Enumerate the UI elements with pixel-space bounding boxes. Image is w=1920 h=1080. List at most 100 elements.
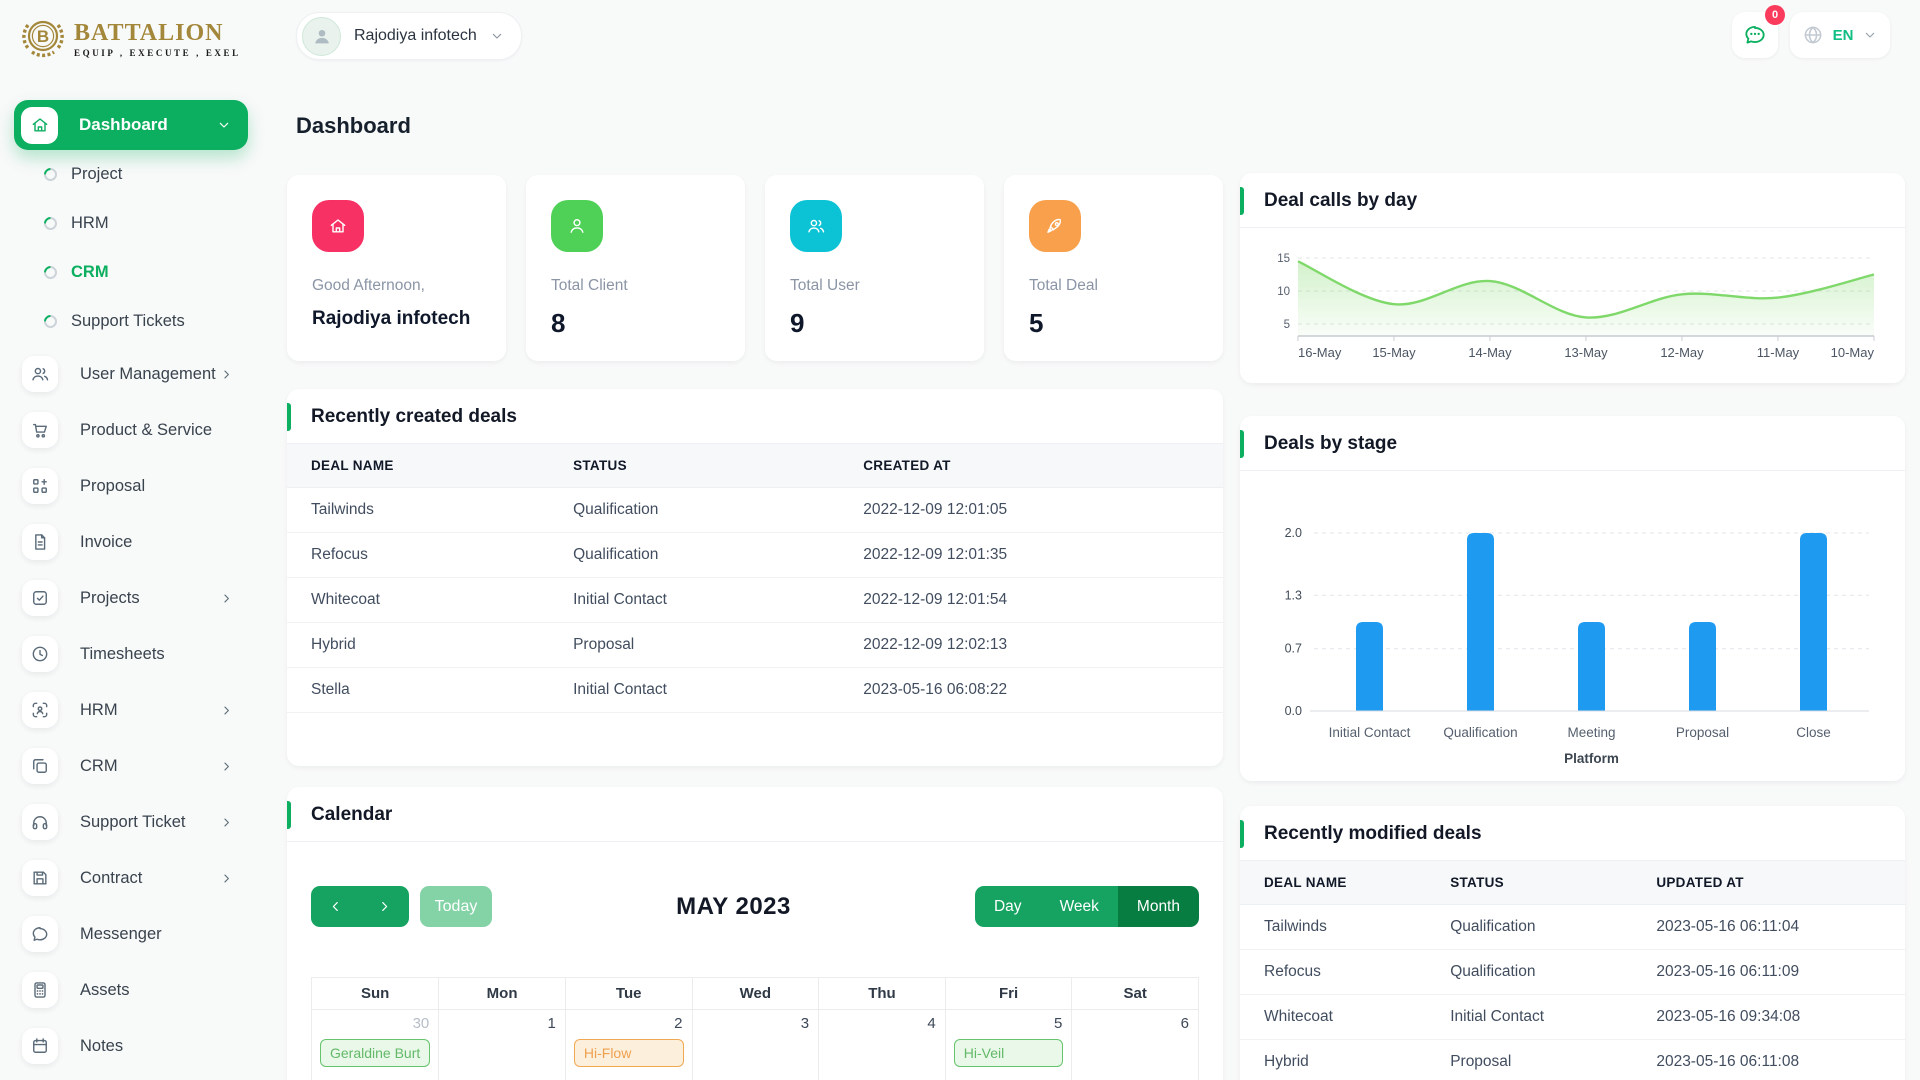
created-deal-cell: Stella	[287, 667, 550, 713]
home-icon	[312, 200, 364, 252]
sidebar-item-timesheets[interactable]: Timesheets	[0, 626, 262, 682]
modified-deal-cell: Refocus	[1240, 949, 1427, 995]
sidebar-item-notes[interactable]: Notes	[0, 1018, 262, 1074]
sidebar-item-assets[interactable]: Assets	[0, 962, 262, 1018]
calendar-weekday-header: Wed	[692, 978, 820, 1010]
sidebar-item-proposal[interactable]: Proposal	[0, 458, 262, 514]
calendar-view-day[interactable]: Day	[974, 886, 1041, 927]
modified-deal-cell: 2023-05-16 06:11:08	[1632, 1039, 1905, 1080]
calendar-today-button[interactable]: Today	[420, 886, 492, 927]
calendar-day-cell[interactable]: 30 Geraldine Burt	[312, 1010, 440, 1080]
svg-text:0.0: 0.0	[1285, 704, 1302, 718]
modified-deal-cell: 2023-05-16 06:11:09	[1632, 949, 1905, 995]
sidebar-item-product-service[interactable]: Product & Service	[0, 402, 262, 458]
stat-cards: Good Afternoon, Rajodiya infotech Total …	[287, 175, 1223, 361]
sidebar-item-crm[interactable]: CRM	[0, 738, 262, 794]
calendar-view-month[interactable]: Month	[1117, 886, 1199, 927]
calendar-nav-group	[311, 886, 409, 927]
sidebar-item-label: Invoice	[80, 532, 133, 551]
sidebar-subitem-support-tickets[interactable]: Support Tickets	[0, 297, 262, 346]
modified-deal-cell: 2023-05-16 09:34:08	[1632, 994, 1905, 1040]
avatar	[302, 16, 341, 56]
sidebar-item-projects[interactable]: Projects	[0, 570, 262, 626]
calendar-event[interactable]: Hi-Flow	[573, 1039, 684, 1067]
calendar-event[interactable]: Hi-Veil	[953, 1039, 1064, 1067]
svg-text:15: 15	[1277, 253, 1290, 265]
calendar-weekday-header: Thu	[819, 978, 946, 1010]
stat-card-good-afternoon: Good Afternoon, Rajodiya infotech	[287, 175, 506, 361]
sidebar-item-contract[interactable]: Contract	[0, 850, 262, 906]
calendar-day-cell[interactable]: 5 Hi-Veil	[945, 1010, 1073, 1080]
sidebar-item-label: Proposal	[80, 476, 146, 495]
sidebar-item-dashboard[interactable]: Dashboard	[14, 100, 248, 150]
brand-logo[interactable]: B BATTALION EQUIP , EXECUTE , EXEL	[16, 10, 262, 68]
deal-calls-card: Deal calls by day 5 10 15 16-May 15-May 14-Ma…	[1240, 173, 1905, 383]
svg-text:11-May: 11-May	[1757, 345, 1800, 360]
recently-modified-table: DEAL NAME STATUS UPDATED AT Tailwinds Quali…	[1240, 861, 1905, 1080]
created-deal-cell: 2022-12-09 12:01:54	[839, 577, 1223, 623]
chevron-right-icon	[219, 759, 234, 774]
company-selector[interactable]: Rajodiya infotech	[296, 12, 522, 60]
calendar-view-week[interactable]: Week	[1040, 886, 1118, 927]
created-deal-column-header: DEAL NAME	[287, 444, 550, 488]
sidebar-subitem-label: CRM	[71, 263, 109, 281]
stat-value: 5	[1029, 308, 1044, 338]
modified-deal-cell: Qualification	[1426, 949, 1633, 995]
calendar-day-cell[interactable]: 1	[439, 1010, 566, 1080]
created-deal-column-header: STATUS	[549, 444, 840, 488]
stat-value: 9	[790, 308, 805, 338]
svg-text:15-May: 15-May	[1372, 345, 1416, 360]
svg-text:Close: Close	[1796, 725, 1831, 740]
modified-deal-row: Hybrid Proposal 2023-05-16 06:11:08	[1240, 1039, 1905, 1080]
calendar-day-cell[interactable]: 2 Hi-Flow	[565, 1010, 693, 1080]
calendar-prev-button[interactable]	[327, 898, 344, 915]
svg-text:5: 5	[1284, 319, 1290, 331]
users-icon	[790, 200, 842, 252]
calendar-day-cell[interactable]: 6	[1072, 1010, 1199, 1080]
sidebar-item-label: User Management	[80, 364, 216, 383]
cart-icon	[22, 412, 58, 448]
created-deal-row: Whitecoat Initial Contact 2022-12-09 12:01…	[287, 577, 1223, 623]
scan-user-icon	[22, 692, 58, 728]
language-code: EN	[1832, 26, 1854, 44]
language-selector[interactable]: EN	[1790, 12, 1890, 58]
deal-calls-chart: 5 10 15 16-May 15-May 14-May 13-May 12-May 11-Ma…	[1240, 228, 1905, 373]
sidebar-item-label: Timesheets	[80, 644, 165, 663]
sidebar-item-label: Projects	[80, 588, 140, 607]
sidebar-item-messenger[interactable]: Messenger	[0, 906, 262, 962]
sidebar-item-label: Notes	[80, 1036, 124, 1055]
sidebar-subitem-project[interactable]: Project	[0, 150, 262, 199]
chevron-right-icon	[219, 367, 234, 382]
calendar-title: Calendar	[311, 804, 393, 825]
copy-icon	[22, 748, 58, 784]
chat-icon	[22, 916, 58, 952]
svg-text:14-May: 14-May	[1468, 345, 1512, 360]
sidebar-subitem-crm[interactable]: CRM	[0, 248, 262, 297]
svg-text:Meeting: Meeting	[1567, 725, 1615, 740]
calendar-day-cell[interactable]: 3	[692, 1010, 820, 1080]
svg-text:Proposal: Proposal	[1676, 725, 1729, 740]
calendar-next-button[interactable]	[376, 898, 393, 915]
sidebar-item-user-management[interactable]: User Management	[0, 346, 262, 402]
sidebar-item-support-ticket[interactable]: Support Ticket	[0, 794, 262, 850]
svg-text:Initial Contact: Initial Contact	[1329, 725, 1411, 740]
bullet-icon	[41, 214, 60, 233]
bullet-icon	[41, 263, 60, 282]
users-icon	[22, 356, 58, 392]
sidebar-item-invoice[interactable]: Invoice	[0, 514, 262, 570]
rocket-icon	[1029, 200, 1081, 252]
calendar-toolbar: Today MAY 2023 Day Week Month	[311, 886, 1199, 927]
stat-label: Total User	[790, 277, 860, 294]
svg-text:10-May: 10-May	[1831, 345, 1875, 360]
stat-value: 8	[551, 308, 566, 338]
calendar-day-cell[interactable]: 4	[819, 1010, 946, 1080]
created-deal-cell: 2022-12-09 12:02:13	[839, 622, 1223, 668]
recently-created-deals-card: Recently created deals DEAL NAME STATUS CR…	[287, 389, 1223, 766]
stat-value: Rajodiya infotech	[312, 308, 471, 329]
sidebar-item-hrm[interactable]: HRM	[0, 682, 262, 738]
recently-modified-title: Recently modified deals	[1264, 823, 1482, 844]
calendar-event[interactable]: Geraldine Burt	[320, 1039, 431, 1067]
sidebar-subitem-hrm[interactable]: HRM	[0, 199, 262, 248]
messages-button[interactable]: 0	[1732, 5, 1785, 58]
